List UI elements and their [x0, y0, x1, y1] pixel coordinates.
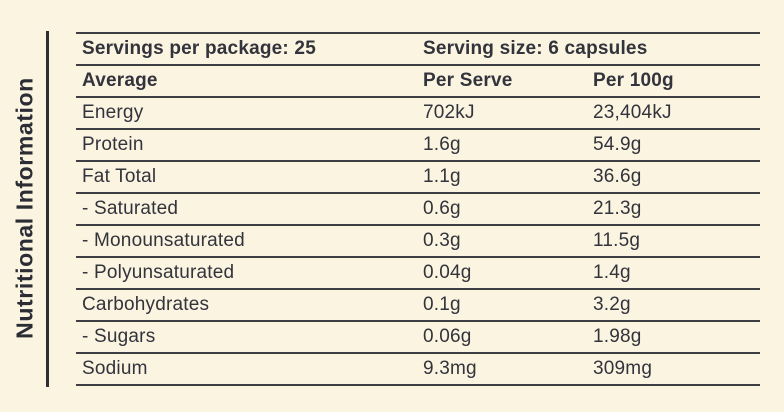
nutrient-label: Protein: [82, 134, 144, 155]
table-row-energy: Energy 702kJ 23,404kJ: [76, 98, 760, 130]
per-100g-value: 23,404kJ: [593, 102, 672, 123]
column-header-row: Average Per Serve Per 100g: [76, 66, 760, 98]
vertical-divider-line: [46, 31, 49, 387]
nutrient-label: Fat Total: [82, 166, 157, 187]
per-100g-value: 1.4g: [593, 262, 631, 283]
table-row-carbohydrates: Carbohydrates 0.1g 3.2g: [76, 290, 760, 322]
serving-info-row: Servings per package: 25 Serving size: 6…: [76, 34, 760, 66]
column-header-per-serve: Per Serve: [423, 70, 513, 91]
nutrient-label: Carbohydrates: [82, 294, 210, 315]
table-row-sugars: - Sugars 0.06g 1.98g: [76, 322, 760, 354]
per-100g-value: 11.5g: [593, 230, 641, 251]
table-row-fat-total: Fat Total 1.1g 36.6g: [76, 162, 760, 194]
per-100g-value: 309mg: [593, 358, 653, 379]
table-row-saturated: - Saturated 0.6g 21.3g: [76, 194, 760, 226]
per-serve-value: 0.06g: [423, 326, 472, 347]
per-serve-value: 702kJ: [423, 102, 475, 123]
per-serve-value: 9.3mg: [423, 358, 477, 379]
nutrient-label: Sodium: [82, 358, 148, 379]
per-100g-value: 36.6g: [593, 166, 642, 187]
table-row-monounsaturated: - Monounsaturated 0.3g 11.5g: [76, 226, 760, 258]
per-100g-value: 54.9g: [593, 134, 642, 155]
per-100g-value: 3.2g: [593, 294, 631, 315]
table-row-protein: Protein 1.6g 54.9g: [76, 130, 760, 162]
nutrient-label: - Polyunsaturated: [82, 262, 235, 283]
table-row-polyunsaturated: - Polyunsaturated 0.04g 1.4g: [76, 258, 760, 290]
per-serve-value: 0.04g: [423, 262, 472, 283]
per-serve-value: 1.6g: [423, 134, 461, 155]
per-serve-value: 0.1g: [423, 294, 461, 315]
column-header-average: Average: [82, 70, 158, 91]
nutrient-label: Energy: [82, 102, 144, 123]
servings-per-package-label: Servings per package: 25: [82, 38, 316, 59]
per-100g-value: 1.98g: [593, 326, 642, 347]
column-header-per-100g: Per 100g: [593, 70, 674, 91]
serving-size-label: Serving size: 6 capsules: [423, 38, 648, 59]
nutrient-label: - Sugars: [82, 326, 156, 347]
table-row-sodium: Sodium 9.3mg 309mg: [76, 354, 760, 386]
nutrition-table: Servings per package: 25 Serving size: 6…: [76, 32, 760, 386]
nutrient-label: - Saturated: [82, 198, 179, 219]
per-serve-value: 1.1g: [423, 166, 461, 187]
per-serve-value: 0.3g: [423, 230, 461, 251]
per-100g-value: 21.3g: [593, 198, 642, 219]
nutrient-label: - Monounsaturated: [82, 230, 245, 251]
per-serve-value: 0.6g: [423, 198, 461, 219]
vertical-panel-title: Nutritional Information: [11, 77, 38, 339]
